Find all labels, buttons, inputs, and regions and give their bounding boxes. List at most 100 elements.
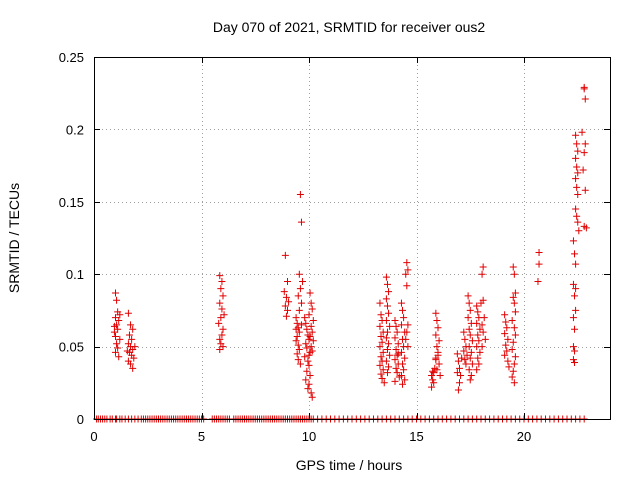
data-point	[454, 386, 462, 394]
data-point	[385, 309, 393, 317]
data-point	[305, 361, 313, 369]
data-point	[475, 337, 483, 345]
data-point	[302, 340, 310, 348]
data-point	[296, 360, 304, 368]
x-tick-label: 15	[409, 429, 423, 444]
data-point	[456, 364, 463, 372]
data-point	[475, 360, 483, 368]
data-point	[473, 319, 481, 327]
data-point	[503, 347, 511, 355]
data-point	[456, 379, 463, 387]
data-point	[434, 324, 442, 332]
data-point	[295, 345, 303, 353]
data-point	[385, 340, 393, 348]
data-point	[430, 369, 438, 377]
data-point	[308, 393, 316, 401]
data-point	[432, 331, 440, 339]
data-point	[114, 344, 122, 352]
data-point	[399, 306, 407, 314]
data-point	[574, 169, 582, 177]
data-point	[572, 175, 580, 183]
chart-title: Day 070 of 2021, SRMTID for receiver ous…	[213, 19, 486, 35]
data-point	[376, 343, 384, 351]
data-point	[574, 147, 582, 155]
data-point	[391, 356, 399, 364]
data-point	[127, 360, 135, 368]
y-tick-label: 0.15	[59, 195, 84, 210]
data-point	[393, 369, 401, 377]
data-point	[509, 338, 517, 346]
data-point	[435, 337, 443, 345]
data-point	[501, 351, 509, 359]
data-point	[433, 343, 441, 351]
data-point	[571, 292, 579, 300]
y-tick-label: 0.1	[66, 267, 84, 282]
data-point	[501, 330, 509, 338]
data-point	[474, 331, 482, 339]
data-point	[429, 367, 437, 375]
data-point	[464, 314, 472, 322]
data-point	[378, 338, 386, 346]
data-point	[302, 319, 310, 327]
data-point	[473, 366, 481, 374]
data-point	[113, 340, 121, 348]
data-point	[295, 328, 303, 336]
data-point	[433, 366, 441, 374]
data-point	[476, 348, 484, 356]
data-point	[401, 376, 409, 384]
data-point	[463, 351, 471, 359]
data-point	[397, 348, 405, 356]
x-tick-label: 0	[90, 429, 97, 444]
axis-ticks	[94, 57, 610, 420]
data-point	[454, 357, 462, 365]
data-point	[402, 335, 410, 343]
data-point	[297, 299, 305, 307]
data-point	[575, 227, 583, 235]
data-point	[216, 345, 224, 353]
data-point	[404, 343, 412, 351]
data-point	[436, 372, 444, 380]
data-point	[461, 335, 469, 343]
data-point	[392, 345, 400, 353]
y-tick-label: 0.05	[59, 340, 84, 355]
tick-labels: 0 5 10 15 20 0 0.05 0.1 0.15 0.2 0.25	[59, 50, 532, 444]
data-point	[114, 325, 122, 333]
data-point	[382, 357, 390, 365]
data-point	[218, 305, 226, 313]
data-point	[112, 348, 119, 356]
data-point	[281, 251, 289, 259]
data-point	[299, 277, 307, 285]
data-point	[125, 331, 133, 339]
data-point	[307, 389, 315, 397]
data-point	[569, 237, 577, 245]
data-point	[467, 348, 475, 356]
data-point	[307, 343, 315, 351]
data-point	[474, 308, 482, 316]
data-point	[580, 85, 588, 93]
data-point	[385, 288, 393, 296]
data-point	[377, 353, 385, 361]
data-point	[130, 354, 138, 362]
data-point	[466, 376, 474, 384]
data-point	[505, 363, 513, 371]
data-point	[218, 277, 226, 285]
data-point	[301, 353, 309, 361]
data-point	[112, 314, 119, 322]
grid-lines	[94, 57, 610, 419]
data-point	[503, 324, 511, 332]
data-point	[303, 344, 311, 352]
data-point	[401, 354, 409, 362]
y-tick-label: 0.2	[66, 122, 84, 137]
data-point	[465, 299, 473, 307]
data-point	[391, 334, 399, 342]
data-point	[466, 306, 474, 314]
data-point	[511, 353, 519, 361]
data-point	[580, 149, 588, 157]
data-point	[392, 322, 400, 330]
data-point	[479, 328, 487, 336]
data-point	[435, 360, 443, 368]
data-point	[379, 366, 387, 374]
data-point	[453, 369, 461, 377]
data-point	[510, 360, 518, 368]
data-point	[305, 311, 313, 319]
